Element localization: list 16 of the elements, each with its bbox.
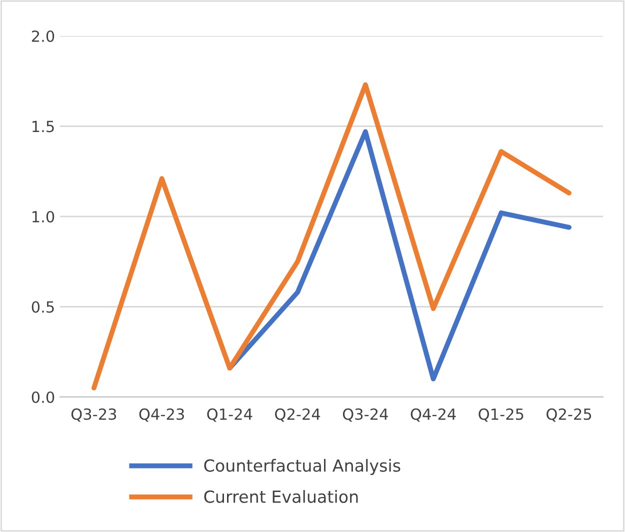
x-tick-label: Q3-23 xyxy=(71,408,116,422)
y-tick-label: 1.5 xyxy=(32,120,54,132)
x-tick-label: Q3-24 xyxy=(342,408,388,422)
y-tick-label: 0.0 xyxy=(32,391,54,404)
x-tick-label: Q4-23 xyxy=(139,408,184,422)
x-tick-label: Q1-25 xyxy=(478,408,524,422)
x-tick-label: Q1-24 xyxy=(207,408,252,422)
legend-label: Counterfactual Analysis xyxy=(204,458,400,476)
x-tick-label: Q2-25 xyxy=(546,408,592,422)
y-tick-label: 2.0 xyxy=(32,30,54,42)
y-tick-label: 1.0 xyxy=(32,210,54,223)
line-series xyxy=(92,82,572,390)
x-tick-label: Q2-24 xyxy=(275,408,320,422)
x-tick-label: Q4-24 xyxy=(410,408,456,422)
y-tick-label: 0.5 xyxy=(32,301,54,313)
legend-label: Current Evaluation xyxy=(204,490,358,503)
